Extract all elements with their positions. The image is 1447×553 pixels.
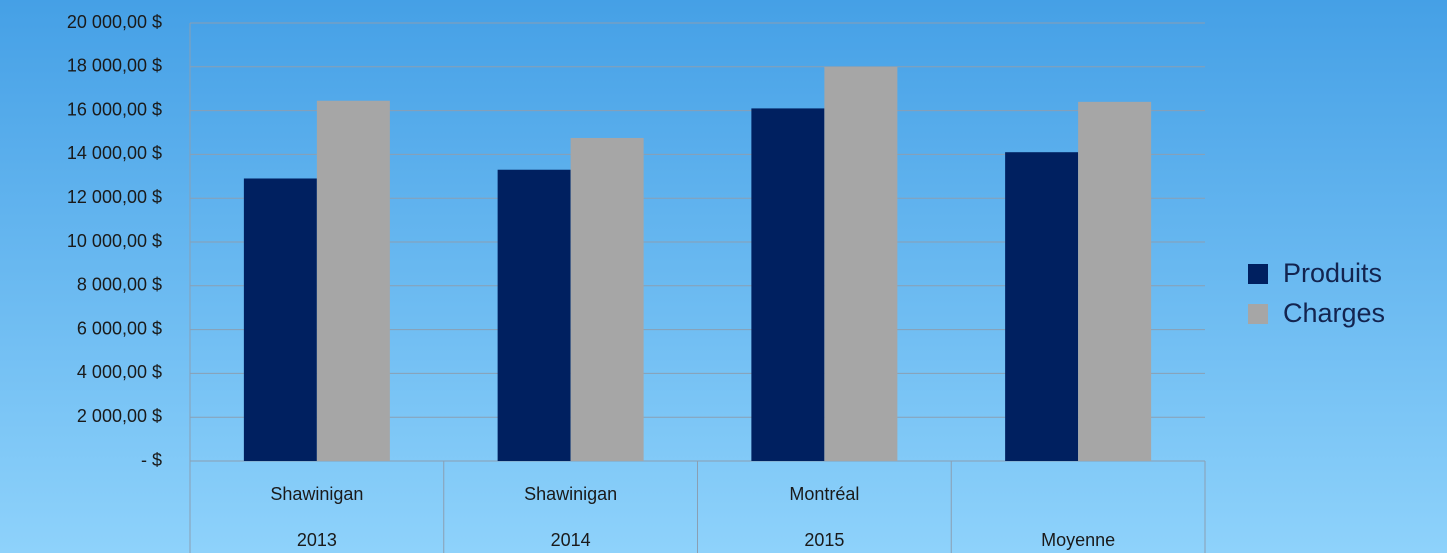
legend-label: Produits [1283, 258, 1382, 288]
y-tick-label: 14 000,00 $ [67, 143, 162, 163]
bar [751, 108, 825, 461]
legend-swatch [1248, 304, 1268, 324]
x-tick-label: Shawinigan [270, 484, 363, 504]
x-tick-sublabel: 2014 [551, 530, 591, 550]
y-tick-label: 2 000,00 $ [77, 406, 162, 426]
bar [1078, 101, 1152, 461]
x-tick-sublabel: 2015 [804, 530, 844, 550]
x-tick-sublabel: Moyenne [1041, 530, 1115, 550]
y-tick-label: 18 000,00 $ [67, 56, 162, 76]
bar [1005, 152, 1079, 461]
bar [243, 178, 317, 462]
y-tick-label: 12 000,00 $ [67, 187, 162, 207]
y-tick-label: 10 000,00 $ [67, 231, 162, 251]
y-tick-label: 8 000,00 $ [77, 275, 162, 295]
x-tick-sublabel: 2013 [297, 530, 337, 550]
bar [316, 100, 390, 462]
legend-swatch [1248, 264, 1268, 284]
y-tick-label: 4 000,00 $ [77, 362, 162, 382]
y-tick-label: 16 000,00 $ [67, 99, 162, 119]
x-tick-label: Shawinigan [524, 484, 617, 504]
y-tick-label: 20 000,00 $ [67, 12, 162, 32]
legend-label: Charges [1283, 298, 1385, 328]
bar [570, 137, 644, 461]
bar [824, 66, 898, 462]
bar [497, 169, 571, 462]
y-tick-label: - $ [141, 450, 162, 470]
y-tick-label: 6 000,00 $ [77, 318, 162, 338]
x-tick-label: Montréal [789, 484, 859, 504]
